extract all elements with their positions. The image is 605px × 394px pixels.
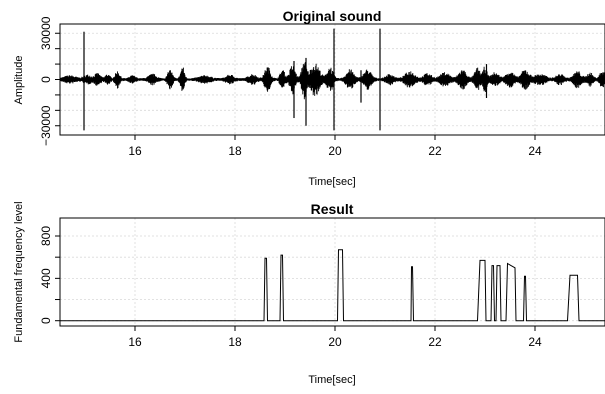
panel-result: 16 18 20 22 24 0 400 800 Result Time[sec] Funda… xyxy=(13,201,605,386)
x-tick-label: 20 xyxy=(328,335,342,349)
x-tick-label: 22 xyxy=(428,144,442,158)
x-tick-label: 22 xyxy=(428,335,442,349)
y-tick-label: 0 xyxy=(39,317,53,324)
xlabel-bottom: Time[sec] xyxy=(308,374,355,386)
waveform-trace xyxy=(59,62,605,100)
y-tick-label: 400 xyxy=(39,268,53,288)
plot-frame-top xyxy=(59,23,605,136)
x-tick-label: 16 xyxy=(128,144,142,158)
x-tick-label: 16 xyxy=(128,335,142,349)
panel-original-sound: 16 18 20 22 24 −30000 0 30000 Original sound Ti… xyxy=(13,8,605,188)
frequency-series xyxy=(60,249,605,322)
x-tick-label: 20 xyxy=(328,144,342,158)
plot-frame-bottom xyxy=(59,217,605,327)
frequency-line xyxy=(60,249,605,322)
x-tick-label: 18 xyxy=(228,144,242,158)
y-tick-label: 800 xyxy=(39,226,53,246)
y-tick-label: 30000 xyxy=(39,16,53,50)
x-tick-label: 24 xyxy=(528,144,542,158)
title-result: Result xyxy=(311,201,354,217)
ylabel-frequency: Fundamental frequency level xyxy=(13,201,25,342)
x-tick-label: 18 xyxy=(228,335,242,349)
y-tick-label: −30000 xyxy=(39,105,53,146)
x-tick-label: 24 xyxy=(528,335,542,349)
ylabel-amplitude: Amplitude xyxy=(13,56,25,105)
title-original-sound: Original sound xyxy=(283,8,382,24)
waveform-series xyxy=(59,28,605,131)
xlabel-top: Time[sec] xyxy=(308,176,355,188)
y-tick-label: 0 xyxy=(39,76,53,83)
